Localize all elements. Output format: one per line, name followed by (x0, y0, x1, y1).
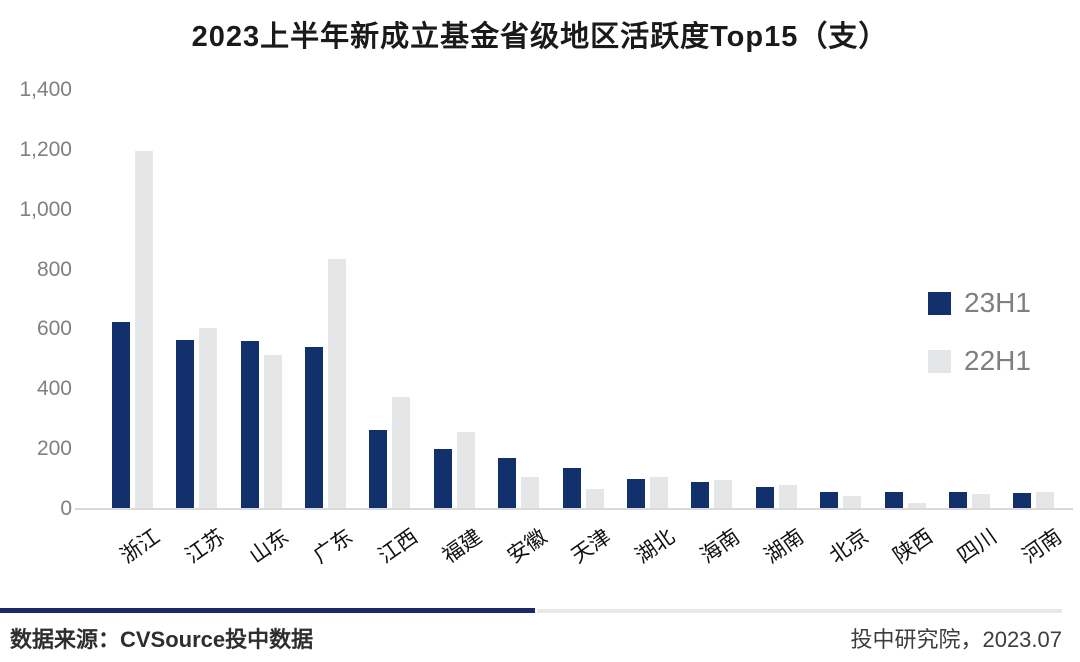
bar-group-四川: 四川 (937, 90, 1002, 568)
bar-22H1-天津 (585, 489, 604, 509)
chart-title: 2023上半年新成立基金省级地区活跃度Top15（支） (191, 21, 889, 53)
bar-group-山东: 山东 (229, 90, 293, 568)
bar-22H1-四川 (971, 494, 990, 509)
bar-group-安徽: 安徽 (486, 90, 551, 568)
bar-23H1-山东 (240, 341, 259, 509)
bar-group-北京: 北京 (808, 90, 873, 568)
bar-23H1-广东 (304, 347, 323, 509)
bar-23H1-浙江 (111, 321, 130, 509)
x-axis-label: 福建 (438, 525, 487, 569)
bar-23H1-陕西 (884, 492, 903, 509)
y-tick-label: 400 (36, 377, 72, 401)
x-axis-label: 广东 (309, 525, 358, 569)
bar-22H1-江西 (392, 396, 411, 509)
bar-22H1-海南 (714, 479, 733, 509)
x-axis-label: 海南 (696, 525, 744, 569)
bar-22H1-福建 (456, 431, 475, 509)
bar-group-江西: 江西 (358, 90, 422, 568)
y-tick-label: 1,000 (19, 197, 72, 221)
bar-22H1-安徽 (521, 476, 540, 509)
x-axis-line (75, 508, 1073, 510)
legend-swatch-icon (928, 291, 951, 315)
bar-group-江苏: 江苏 (164, 90, 229, 568)
x-axis-label: 湖北 (631, 525, 680, 569)
bar-group-陕西: 陕西 (873, 90, 937, 568)
x-axis-label: 江西 (374, 525, 422, 569)
legend-swatch-icon (928, 349, 951, 373)
y-tick-label: 1,400 (19, 78, 72, 101)
bar-23H1-四川 (948, 492, 967, 509)
bar-group-天津: 天津 (551, 90, 615, 568)
bar-23H1-安徽 (498, 457, 517, 509)
legend: 23H1 22H1 (928, 287, 1031, 377)
plot-area: 浙江 江苏 山东 广东 江西 福建 安徽 天津 湖北 海南 湖南 北京 陕西 四川 河南 (100, 90, 1066, 568)
bar-23H1-天津 (562, 467, 581, 509)
bar-22H1-湖北 (649, 476, 668, 509)
bar-22H1-江苏 (199, 327, 218, 509)
bar-22H1-广东 (327, 259, 346, 509)
data-source-text: 数据来源：CVSource投中数据 (10, 627, 314, 652)
x-axis-label: 天津 (567, 525, 616, 569)
x-axis-label: 浙江 (116, 525, 165, 569)
bar-23H1-海南 (691, 481, 710, 509)
y-tick-label: 1,200 (19, 137, 72, 161)
bar-group-海南: 海南 (680, 90, 744, 568)
x-axis-label: 湖南 (760, 525, 809, 569)
footer-divider-light (537, 609, 1062, 613)
x-axis-label: 河南 (1018, 525, 1066, 569)
bar-23H1-北京 (820, 491, 839, 509)
x-axis-label: 山东 (245, 525, 294, 569)
x-axis-label: 安徽 (503, 525, 551, 569)
x-axis-label: 四川 (953, 525, 1002, 569)
footer-divider-dark (0, 608, 535, 613)
bar-23H1-江苏 (176, 339, 195, 509)
bar-23H1-福建 (433, 449, 452, 509)
bar-23H1-河南 (1013, 493, 1032, 509)
bar-22H1-浙江 (134, 151, 153, 509)
credit-text: 投中研究院，2023.07 (850, 627, 1062, 652)
bar-22H1-湖南 (778, 484, 797, 509)
bar-group-湖南: 湖南 (744, 90, 808, 568)
legend-item-23H1: 23H1 (928, 287, 1031, 319)
bar-22H1-北京 (843, 495, 862, 509)
y-tick-label: 200 (36, 437, 72, 461)
legend-item-22H1: 22H1 (928, 345, 1031, 377)
legend-label: 23H1 (964, 287, 1031, 318)
x-axis-label: 江苏 (181, 525, 229, 569)
bar-22H1-河南 (1036, 491, 1055, 509)
y-tick-label: 0 (60, 497, 72, 520)
bar-22H1-陕西 (907, 502, 926, 509)
x-axis-label: 陕西 (889, 525, 938, 569)
bar-group-广东: 广东 (293, 90, 357, 568)
bar-23H1-江西 (369, 429, 388, 509)
bar-group-湖北: 湖北 (615, 90, 680, 568)
y-tick-label: 600 (36, 317, 72, 341)
bar-group-河南: 河南 (1002, 90, 1066, 568)
y-tick-label: 800 (36, 257, 72, 281)
bar-22H1-山东 (263, 354, 282, 509)
bar-group-浙江: 浙江 (100, 90, 164, 568)
bar-23H1-湖北 (626, 478, 645, 509)
legend-label: 22H1 (964, 345, 1031, 376)
bar-23H1-湖南 (755, 487, 774, 509)
x-axis-label: 北京 (825, 525, 873, 569)
bar-group-福建: 福建 (422, 90, 486, 568)
